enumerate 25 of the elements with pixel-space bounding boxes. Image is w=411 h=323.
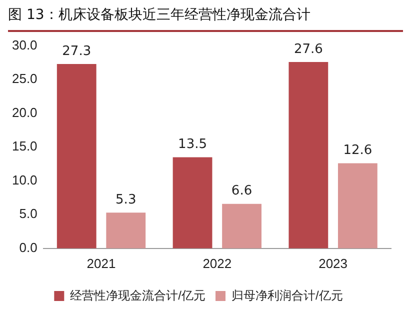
y-tick-label: 20.0 <box>12 104 38 120</box>
chart-title: 图 13：机床设备板块近三年经营性净现金流合计 <box>8 6 403 32</box>
bar <box>338 163 378 248</box>
y-tick-label: 25.0 <box>12 71 38 86</box>
x-tick-label: 2021 <box>86 256 116 271</box>
y-tick-label: 5.0 <box>19 206 38 222</box>
bar <box>288 62 328 248</box>
bar <box>106 212 146 248</box>
y-tick-label: 30.0 <box>12 37 38 52</box>
bar <box>222 204 262 248</box>
legend-label: 经营性净现金流合计/亿元 <box>70 288 206 302</box>
x-tick-label: 2023 <box>318 256 348 271</box>
legend-label: 归母净利润合计/亿元 <box>232 288 343 302</box>
bar <box>172 157 212 248</box>
data-label: 12.6 <box>343 143 372 158</box>
y-tick-label: 10.0 <box>12 172 38 188</box>
data-label: 6.6 <box>231 184 252 199</box>
y-tick-label: 0.0 <box>19 240 38 255</box>
y-tick-label: 15.0 <box>12 138 38 154</box>
data-label: 5.3 <box>116 192 136 208</box>
data-label: 27.6 <box>294 42 323 57</box>
x-tick-label: 2022 <box>202 256 232 271</box>
data-label: 13.5 <box>178 137 207 152</box>
data-label: 27.3 <box>62 44 92 59</box>
bar <box>56 64 96 248</box>
